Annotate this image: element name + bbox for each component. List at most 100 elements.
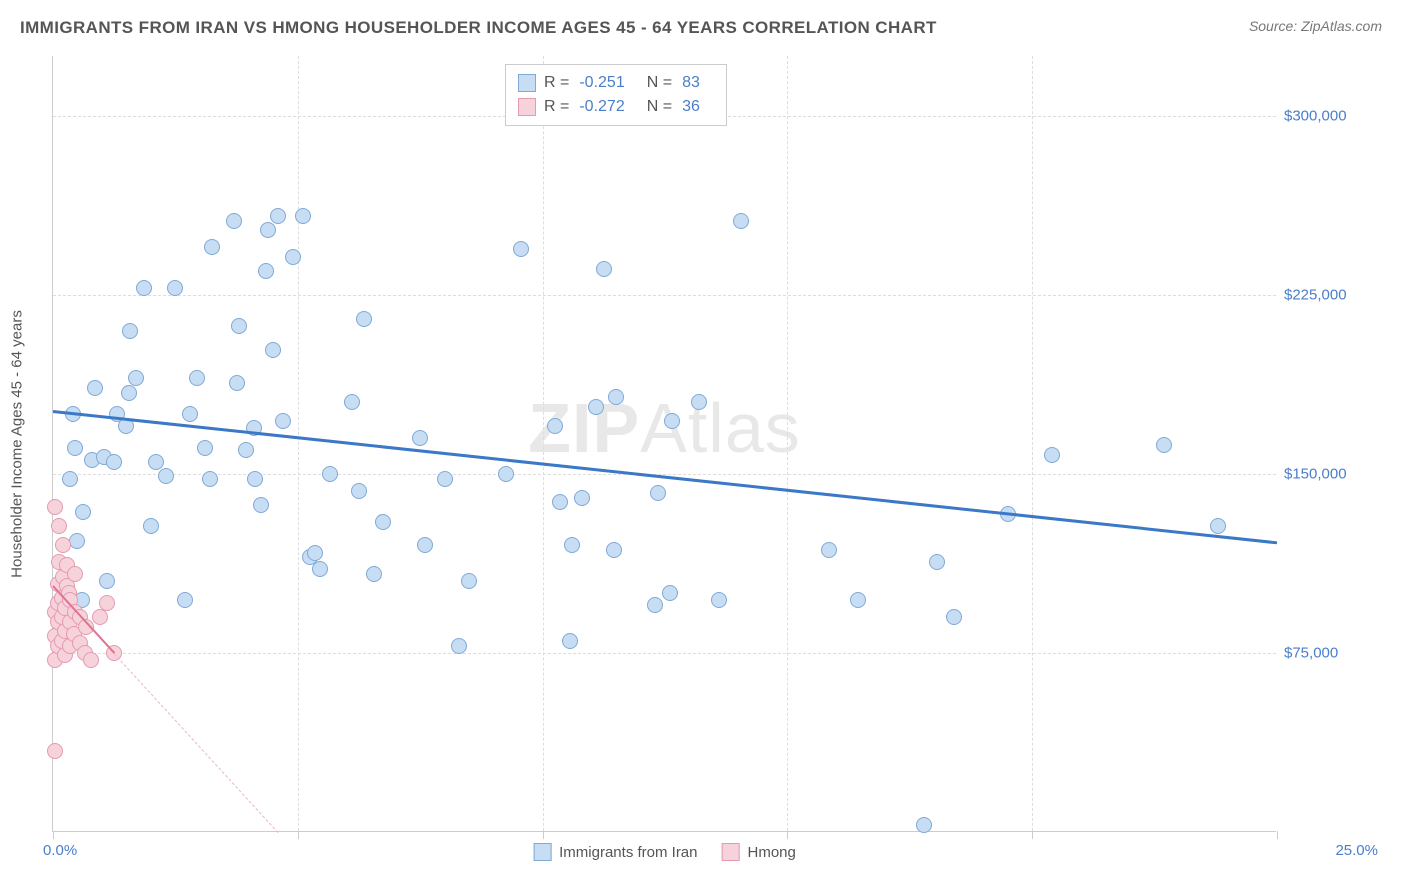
point-iran (711, 592, 727, 608)
point-iran (275, 413, 291, 429)
point-iran (75, 504, 91, 520)
point-iran (821, 542, 837, 558)
point-iran (929, 554, 945, 570)
point-iran (143, 518, 159, 534)
point-hmong (67, 566, 83, 582)
point-iran (733, 213, 749, 229)
gridline-vertical (298, 56, 299, 831)
point-iran (148, 454, 164, 470)
gridline-vertical (543, 56, 544, 831)
trend-line (53, 410, 1277, 544)
point-iran (99, 573, 115, 589)
point-iran (167, 280, 183, 296)
point-iran (366, 566, 382, 582)
y-tick-label: $75,000 (1284, 644, 1384, 661)
point-iran (562, 633, 578, 649)
point-iran (451, 638, 467, 654)
point-iran (106, 454, 122, 470)
point-iran (664, 413, 680, 429)
gridline-horizontal (53, 653, 1276, 654)
point-iran (189, 370, 205, 386)
point-iran (662, 585, 678, 601)
point-iran (253, 497, 269, 513)
point-iran (1210, 518, 1226, 534)
point-iran (498, 466, 514, 482)
point-iran (202, 471, 218, 487)
legend-row-hmong: R =-0.272 N =36 (518, 95, 714, 119)
y-axis-title: Householder Income Ages 45 - 64 years (9, 310, 26, 578)
x-tick (787, 831, 788, 839)
point-iran (69, 533, 85, 549)
point-iran (647, 597, 663, 613)
point-iran (356, 311, 372, 327)
point-iran (412, 430, 428, 446)
point-iran (229, 375, 245, 391)
x-tick (1032, 831, 1033, 839)
point-iran (946, 609, 962, 625)
point-iran (850, 592, 866, 608)
point-iran (128, 370, 144, 386)
point-iran (461, 573, 477, 589)
point-iran (513, 241, 529, 257)
point-iran (177, 592, 193, 608)
point-iran (691, 394, 707, 410)
point-hmong (99, 595, 115, 611)
x-tick (543, 831, 544, 839)
point-iran (121, 385, 137, 401)
point-iran (67, 440, 83, 456)
point-iran (1156, 437, 1172, 453)
swatch-iran-icon (533, 843, 551, 861)
point-iran (265, 342, 281, 358)
point-iran (182, 406, 198, 422)
x-tick (53, 831, 54, 839)
trend-line-extended (114, 653, 279, 833)
gridline-horizontal (53, 295, 1276, 296)
point-iran (270, 208, 286, 224)
point-iran (574, 490, 590, 506)
point-iran (344, 394, 360, 410)
point-iran (226, 213, 242, 229)
point-iran (375, 514, 391, 530)
gridline-vertical (787, 56, 788, 831)
point-hmong (47, 743, 63, 759)
point-iran (247, 471, 263, 487)
point-iran (417, 537, 433, 553)
point-iran (312, 561, 328, 577)
point-iran (650, 485, 666, 501)
swatch-iran (518, 74, 536, 92)
point-hmong (47, 499, 63, 515)
point-iran (260, 222, 276, 238)
swatch-hmong-icon (722, 843, 740, 861)
point-iran (62, 471, 78, 487)
point-hmong (51, 518, 67, 534)
series-legend: Immigrants from Iran Hmong (533, 843, 796, 861)
point-iran (87, 380, 103, 396)
point-iran (916, 817, 932, 833)
point-iran (158, 468, 174, 484)
point-hmong (55, 537, 71, 553)
x-axis-max-label: 25.0% (1335, 842, 1378, 859)
point-iran (238, 442, 254, 458)
point-iran (197, 440, 213, 456)
point-iran (547, 418, 563, 434)
point-iran (552, 494, 568, 510)
plot-area: ZIPAtlas Householder Income Ages 45 - 64… (52, 56, 1276, 832)
x-axis-min-label: 0.0% (43, 842, 77, 859)
legend-item-hmong: Hmong (722, 843, 796, 861)
correlation-legend: R =-0.251 N =83 R =-0.272 N =36 (505, 64, 727, 126)
legend-item-iran: Immigrants from Iran (533, 843, 697, 861)
point-iran (564, 537, 580, 553)
point-iran (231, 318, 247, 334)
swatch-hmong (518, 98, 536, 116)
legend-row-iran: R =-0.251 N =83 (518, 71, 714, 95)
point-iran (608, 389, 624, 405)
point-iran (258, 263, 274, 279)
chart-title: IMMIGRANTS FROM IRAN VS HMONG HOUSEHOLDE… (20, 18, 937, 38)
point-iran (295, 208, 311, 224)
y-tick-label: $150,000 (1284, 465, 1384, 482)
point-iran (136, 280, 152, 296)
y-tick-label: $225,000 (1284, 286, 1384, 303)
point-hmong (83, 652, 99, 668)
y-tick-label: $300,000 (1284, 107, 1384, 124)
x-tick (298, 831, 299, 839)
